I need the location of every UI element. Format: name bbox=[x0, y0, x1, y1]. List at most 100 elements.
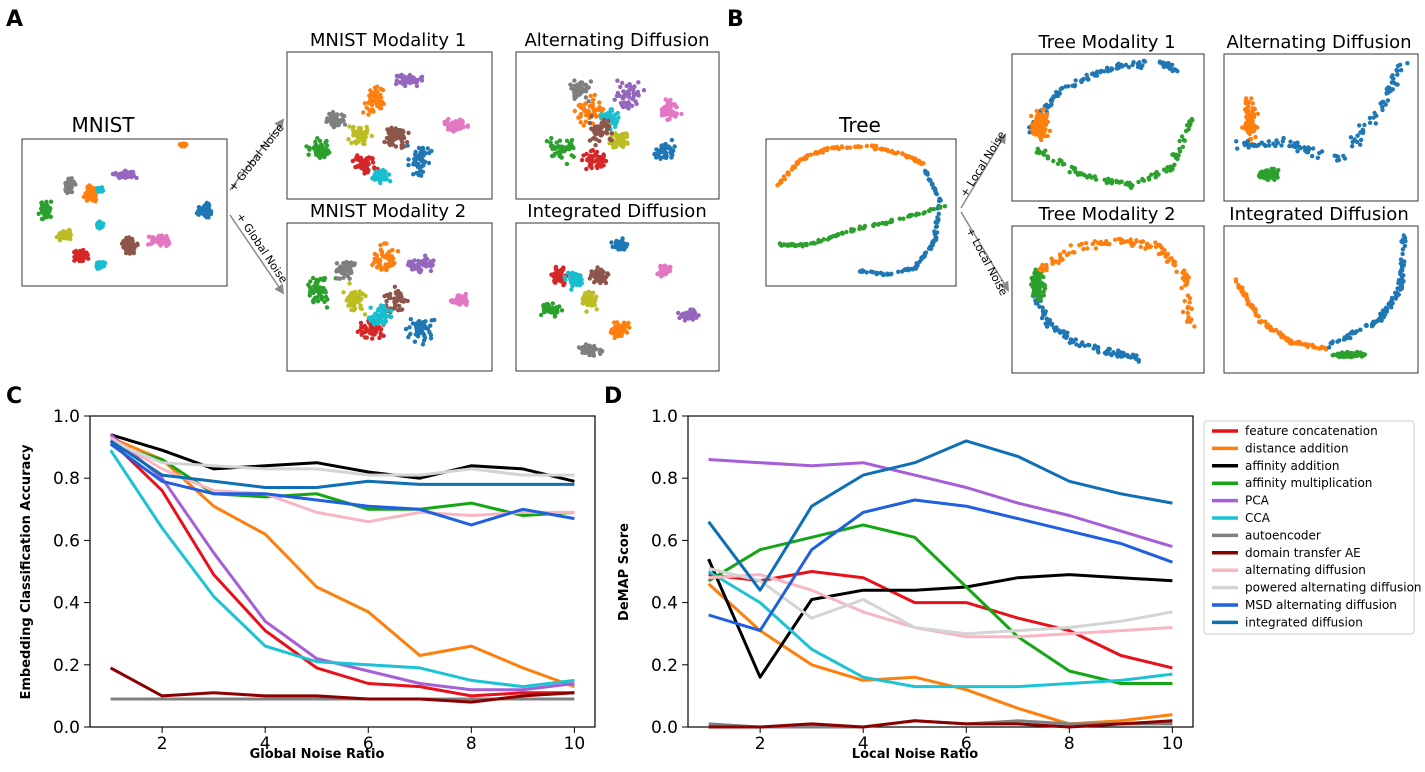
scatter-point bbox=[588, 79, 594, 84]
arrow-down-b bbox=[960, 211, 1010, 292]
panel-label-d: D bbox=[604, 384, 622, 409]
scatter-point bbox=[1402, 238, 1407, 243]
scatter-point bbox=[348, 270, 353, 275]
scatter-point bbox=[794, 243, 799, 248]
scatter-point bbox=[1401, 233, 1407, 238]
scatter-point bbox=[1243, 98, 1249, 103]
scatter-point bbox=[350, 290, 356, 295]
scatter-point bbox=[365, 169, 370, 174]
scatter-point bbox=[1159, 250, 1165, 255]
scatter-point bbox=[668, 146, 673, 151]
scatter-point bbox=[100, 188, 106, 193]
scatter-point bbox=[1400, 247, 1406, 252]
scatter-point bbox=[370, 160, 376, 165]
scatter-point bbox=[205, 207, 210, 213]
scatter-point bbox=[343, 262, 348, 267]
scatter-point bbox=[615, 78, 620, 83]
scatter-point bbox=[557, 138, 563, 143]
scatter-point bbox=[936, 211, 941, 216]
scatter-point bbox=[1047, 128, 1053, 134]
panel-label-a: A bbox=[6, 7, 23, 32]
scatter-point bbox=[357, 291, 362, 297]
scatter-point bbox=[418, 270, 423, 275]
scatter-point bbox=[595, 131, 600, 136]
scatter-point bbox=[1047, 318, 1053, 323]
scatter-point bbox=[428, 336, 434, 341]
scatter-point bbox=[692, 312, 697, 317]
scatter-point bbox=[369, 102, 375, 108]
scatter-point bbox=[622, 141, 627, 146]
scatter-point bbox=[424, 256, 430, 262]
scatter-point bbox=[329, 122, 334, 127]
scatter-point bbox=[1096, 350, 1101, 355]
scatter-point bbox=[592, 273, 597, 278]
scatter-point bbox=[448, 127, 453, 132]
scatter-point bbox=[1355, 133, 1360, 138]
scatter-point bbox=[1380, 99, 1385, 105]
scatter-point bbox=[412, 339, 418, 344]
scatter-point bbox=[553, 271, 558, 277]
legend-entry: alternating diffusion bbox=[1245, 563, 1366, 577]
scatter-point bbox=[569, 137, 575, 143]
scatter-point bbox=[612, 324, 618, 329]
scatter-point bbox=[372, 165, 377, 170]
scatter-point bbox=[1038, 133, 1044, 138]
scatter-point bbox=[1069, 164, 1075, 170]
legend-entry: MSD alternating diffusion bbox=[1245, 598, 1397, 612]
scatter-point bbox=[413, 321, 419, 326]
scatter-point bbox=[48, 214, 53, 219]
scatter-point bbox=[416, 258, 421, 264]
scatter-point bbox=[604, 124, 609, 129]
scatter-point bbox=[369, 133, 374, 139]
plot-title-b4: Integrated Diffusion bbox=[1229, 204, 1408, 225]
scatter-point bbox=[400, 140, 405, 145]
scatter-point bbox=[1131, 60, 1136, 65]
scatter-point bbox=[378, 315, 384, 320]
scatter-point bbox=[587, 295, 592, 300]
scatter-point bbox=[307, 147, 312, 152]
scatter-point bbox=[1402, 259, 1407, 264]
scatter-point bbox=[200, 208, 205, 213]
scatter-point bbox=[910, 266, 915, 272]
scatter-point bbox=[384, 252, 390, 257]
scatter-point bbox=[1164, 169, 1169, 174]
scatter-point bbox=[347, 124, 352, 129]
scatter-point bbox=[370, 156, 375, 161]
scatter-point bbox=[407, 72, 413, 78]
scatter-point bbox=[1170, 167, 1175, 172]
scatter-point bbox=[1089, 175, 1095, 180]
scatter-point bbox=[322, 276, 328, 281]
scatter-point bbox=[564, 161, 570, 167]
scatter-point bbox=[778, 242, 783, 247]
scatter-point bbox=[1117, 236, 1122, 242]
scatter-point bbox=[1180, 144, 1186, 149]
scatter-point bbox=[576, 345, 582, 350]
scatter-point bbox=[1120, 352, 1125, 357]
scatter-point bbox=[593, 143, 598, 148]
scatter-point bbox=[1293, 340, 1298, 346]
scatter-point bbox=[127, 239, 132, 244]
tree-title: Tree bbox=[838, 113, 881, 137]
scatter-point bbox=[455, 296, 460, 302]
scatter-point bbox=[323, 294, 329, 300]
scatter-point bbox=[1271, 328, 1276, 333]
scatter-point bbox=[425, 262, 431, 268]
scatter-point bbox=[375, 102, 381, 108]
scatter-point bbox=[628, 85, 633, 90]
scatter-point bbox=[635, 91, 640, 96]
scatter-point bbox=[641, 88, 647, 93]
scatter-point bbox=[1180, 275, 1186, 281]
scatter-point bbox=[123, 168, 128, 173]
scatter-point bbox=[1041, 267, 1046, 272]
scatter-point bbox=[1380, 315, 1385, 320]
scatter-point bbox=[583, 300, 588, 305]
scatter-point bbox=[659, 113, 665, 118]
scatter-point bbox=[41, 216, 46, 221]
scatter-point bbox=[1284, 337, 1290, 343]
scatter-point bbox=[1123, 62, 1129, 67]
scatter-point bbox=[1171, 67, 1177, 72]
scatter-point bbox=[123, 171, 128, 177]
scatter-point bbox=[581, 153, 586, 158]
scatter-point bbox=[664, 266, 669, 271]
scatter-point bbox=[405, 262, 411, 267]
